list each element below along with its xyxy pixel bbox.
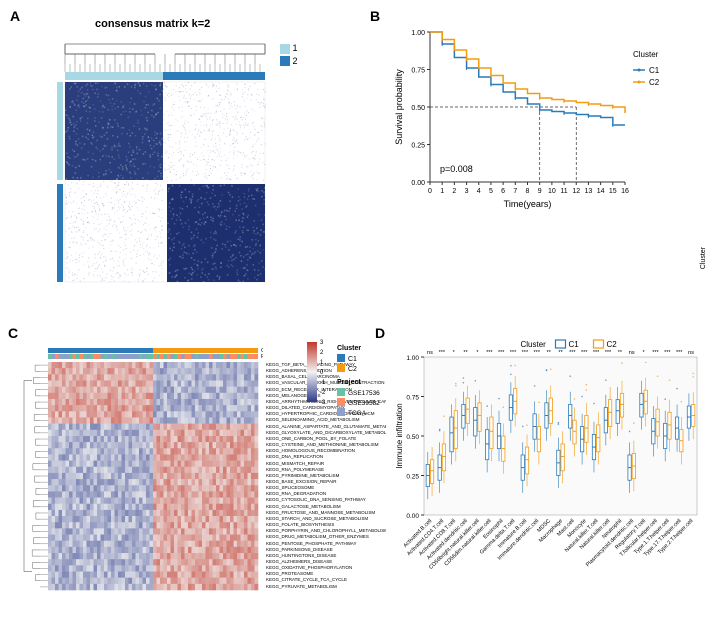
svg-text:-3: -3: [320, 400, 326, 406]
svg-text:***: ***: [522, 350, 529, 356]
svg-text:0: 0: [320, 370, 324, 376]
svg-text:ns: ns: [688, 350, 694, 356]
svg-text:14: 14: [597, 188, 605, 195]
svg-text:GSE39582: GSE39582: [348, 400, 380, 407]
risk-table: Number at riskC1631524398295213169131905…: [695, 217, 708, 292]
svg-text:9: 9: [538, 188, 542, 195]
svg-text:Immune infiltration: Immune infiltration: [395, 403, 404, 468]
svg-text:-2: -2: [320, 390, 326, 396]
svg-text:11: 11: [560, 188, 567, 195]
svg-text:10: 10: [548, 188, 556, 195]
svg-text:0.50: 0.50: [406, 434, 419, 441]
svg-text:***: ***: [510, 350, 517, 356]
panel-c: ClusterProject KEGG_TGF_BETA_SIGNALING_P…: [18, 340, 388, 600]
svg-text:ns: ns: [629, 350, 635, 356]
svg-text:**: **: [558, 350, 563, 356]
svg-text:p=0.008: p=0.008: [440, 164, 473, 174]
svg-text:**: **: [546, 350, 551, 356]
panel-d: 0.00 0.25 0.50 0.75 1.00 Immune infiltration C…: [392, 335, 702, 610]
svg-text:0: 0: [428, 188, 432, 195]
svg-text:*: *: [453, 350, 456, 356]
svg-text:1: 1: [440, 188, 444, 195]
svg-text:Cluster: Cluster: [700, 246, 707, 269]
svg-text:0.50: 0.50: [411, 105, 425, 112]
svg-text:***: ***: [498, 350, 505, 356]
svg-text:***: ***: [676, 350, 683, 356]
svg-text:Cluster: Cluster: [521, 340, 547, 349]
svg-text:Project: Project: [337, 379, 361, 386]
svg-text:C2: C2: [348, 366, 357, 373]
panel-a-title: consensus matrix k=2: [95, 18, 210, 30]
svg-text:***: ***: [605, 350, 612, 356]
immune-boxplot: 0.00 0.25 0.50 0.75 1.00 Immune infiltration C…: [392, 335, 702, 610]
svg-text:15: 15: [609, 188, 617, 195]
svg-text:***: ***: [569, 350, 576, 356]
svg-text:***: ***: [534, 350, 541, 356]
svg-text:0.00: 0.00: [411, 180, 425, 187]
svg-text:*: *: [476, 350, 479, 356]
svg-text:Survival probability: Survival probability: [394, 69, 404, 145]
pathway-heatmap: ClusterProject: [18, 340, 263, 595]
svg-text:***: ***: [652, 350, 659, 356]
heatmap-legend: 3 2 1 0 -1 -2 -3 Cluster C1 C2 Project GSE17536 GSE3…: [302, 322, 392, 472]
svg-text:TCGA: TCGA: [348, 410, 367, 417]
svg-text:***: ***: [581, 350, 588, 356]
svg-text:**: **: [618, 350, 623, 356]
svg-text:3: 3: [320, 340, 324, 346]
svg-text:13: 13: [585, 188, 593, 195]
svg-text:*: *: [643, 350, 646, 356]
svg-text:***: ***: [486, 350, 493, 356]
svg-text:Time(years): Time(years): [504, 199, 552, 209]
svg-text:-1: -1: [320, 380, 326, 386]
svg-text:8: 8: [526, 188, 530, 195]
svg-text:GSE17536: GSE17536: [348, 390, 380, 397]
panel-a-legend: 1 2: [280, 43, 298, 68]
svg-text:C2: C2: [649, 78, 660, 87]
svg-text:**: **: [463, 350, 468, 356]
svg-text:3: 3: [465, 188, 469, 195]
svg-text:Cluster: Cluster: [633, 50, 659, 59]
svg-text:7: 7: [513, 188, 517, 195]
svg-text:5: 5: [489, 188, 493, 195]
km-plot: 0.000.250.500.751.0001234567891011121314…: [390, 22, 695, 212]
svg-text:2: 2: [320, 350, 324, 356]
panel-c-label: C: [8, 325, 18, 341]
svg-text:0.75: 0.75: [411, 68, 425, 75]
svg-text:0.00: 0.00: [406, 513, 419, 520]
svg-text:1.00: 1.00: [411, 30, 425, 37]
svg-text:***: ***: [664, 350, 671, 356]
svg-text:***: ***: [593, 350, 600, 356]
svg-text:2: 2: [452, 188, 456, 195]
svg-text:Cluster: Cluster: [337, 345, 361, 352]
svg-text:ns: ns: [427, 350, 433, 356]
panel-a: consensus matrix k=2 1 2: [25, 18, 325, 298]
svg-text:C1: C1: [569, 340, 580, 349]
svg-text:C2: C2: [607, 340, 618, 349]
svg-text:0.25: 0.25: [411, 143, 425, 150]
svg-text:4: 4: [477, 188, 481, 195]
svg-text:12: 12: [572, 188, 580, 195]
svg-text:***: ***: [439, 350, 446, 356]
panel-b-label: B: [370, 8, 380, 24]
svg-text:0.75: 0.75: [406, 395, 419, 402]
svg-text:C1: C1: [649, 66, 660, 75]
svg-text:6: 6: [501, 188, 505, 195]
svg-text:0.25: 0.25: [406, 474, 419, 481]
consensus-heatmap: [45, 30, 305, 290]
panel-a-label: A: [10, 8, 20, 24]
svg-text:C1: C1: [348, 356, 357, 363]
panel-d-label: D: [375, 325, 385, 341]
svg-text:16: 16: [621, 188, 629, 195]
svg-text:1: 1: [320, 360, 324, 366]
svg-text:Project: Project: [261, 354, 263, 360]
svg-text:1.00: 1.00: [406, 355, 419, 362]
panel-b: 0.000.250.500.751.0001234567891011121314…: [390, 22, 695, 307]
